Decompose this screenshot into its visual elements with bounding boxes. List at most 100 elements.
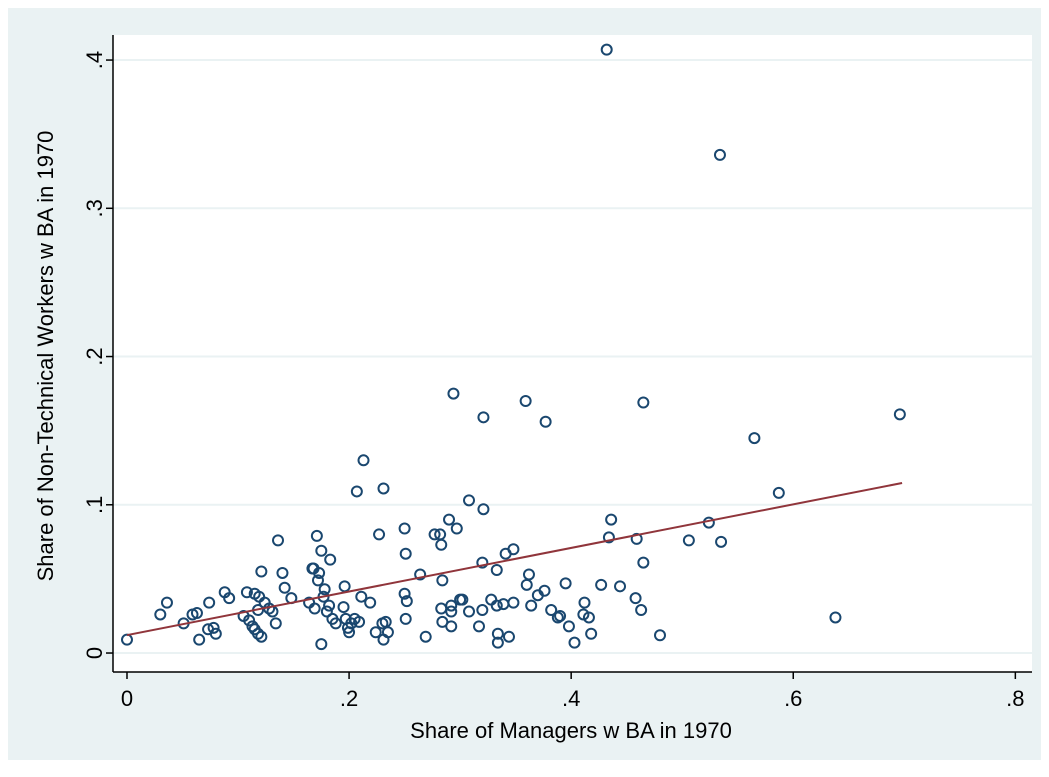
point xyxy=(637,396,650,409)
point xyxy=(278,581,291,594)
marks xyxy=(120,43,906,651)
point xyxy=(605,513,618,526)
point xyxy=(502,630,515,643)
point xyxy=(311,574,324,587)
point xyxy=(562,620,575,633)
point xyxy=(435,538,448,551)
point xyxy=(595,578,608,591)
point xyxy=(600,43,613,56)
point xyxy=(490,599,503,612)
point xyxy=(519,395,532,408)
point xyxy=(507,596,520,609)
point xyxy=(272,534,285,547)
point xyxy=(399,547,412,560)
point xyxy=(635,604,648,617)
point xyxy=(353,615,366,628)
point xyxy=(772,486,785,499)
point xyxy=(337,601,350,614)
point xyxy=(324,553,337,566)
point xyxy=(419,630,432,643)
point xyxy=(428,528,441,541)
point xyxy=(682,534,695,547)
point xyxy=(491,636,504,649)
point xyxy=(476,604,489,617)
point xyxy=(525,599,538,612)
grid xyxy=(113,59,1032,655)
point xyxy=(630,532,643,545)
point xyxy=(190,606,203,619)
point xyxy=(193,633,206,646)
y-tick-label: .3 xyxy=(82,199,107,217)
point xyxy=(223,592,236,605)
point xyxy=(748,432,761,445)
point xyxy=(399,612,412,625)
point xyxy=(207,621,220,634)
point xyxy=(318,583,331,596)
point xyxy=(400,595,413,608)
point xyxy=(463,494,476,507)
x-tick-label: .8 xyxy=(1006,686,1024,711)
point xyxy=(443,513,456,526)
point xyxy=(255,630,268,643)
point xyxy=(338,580,351,593)
y-tick-label: 0 xyxy=(82,647,107,659)
point xyxy=(398,522,411,535)
point xyxy=(473,620,486,633)
point xyxy=(377,482,390,495)
point xyxy=(477,503,490,516)
point xyxy=(456,593,469,606)
point xyxy=(559,577,572,590)
point xyxy=(355,590,368,603)
point xyxy=(246,620,259,633)
plot-area xyxy=(113,35,1032,672)
point xyxy=(154,608,167,621)
point xyxy=(243,614,256,627)
point xyxy=(203,596,216,609)
point xyxy=(490,564,503,577)
point xyxy=(308,602,321,615)
point xyxy=(554,609,567,622)
point xyxy=(491,627,504,640)
point xyxy=(477,411,490,424)
point xyxy=(829,611,842,624)
x-tick-label: 0 xyxy=(121,686,133,711)
point xyxy=(398,587,411,600)
point xyxy=(582,611,595,624)
point xyxy=(310,529,323,542)
point xyxy=(614,580,627,593)
point xyxy=(315,638,328,651)
x-tick-label: .4 xyxy=(562,686,580,711)
point xyxy=(240,586,253,599)
point xyxy=(252,627,265,640)
point xyxy=(209,627,222,640)
point xyxy=(585,627,598,640)
point xyxy=(654,629,667,642)
point xyxy=(893,408,906,421)
point xyxy=(476,556,489,569)
point xyxy=(447,387,460,400)
x-tick-label: .6 xyxy=(784,686,802,711)
point xyxy=(568,636,581,649)
point xyxy=(329,617,342,630)
point xyxy=(160,596,173,609)
point xyxy=(578,596,591,609)
point xyxy=(315,544,328,557)
point xyxy=(369,626,382,639)
x-axis-label: Share of Managers w BA in 1970 xyxy=(410,718,732,743)
point xyxy=(357,454,370,467)
point xyxy=(364,596,377,609)
point xyxy=(637,556,650,569)
point xyxy=(320,605,333,618)
point xyxy=(538,584,551,597)
point xyxy=(381,626,394,639)
point xyxy=(350,485,363,498)
point xyxy=(445,599,458,612)
point xyxy=(414,568,427,581)
y-tick-label: .1 xyxy=(82,496,107,514)
point xyxy=(323,599,336,612)
point xyxy=(507,543,520,556)
y-tick-label: .4 xyxy=(82,51,107,69)
point xyxy=(276,566,289,579)
point xyxy=(713,148,726,161)
